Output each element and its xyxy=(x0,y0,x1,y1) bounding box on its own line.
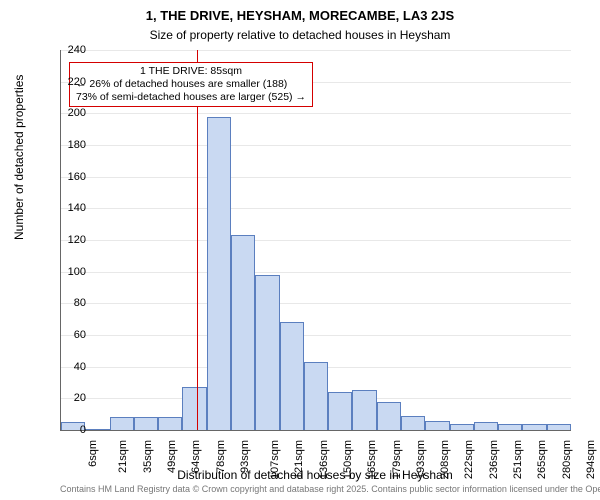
x-tick-label: 179sqm xyxy=(391,440,403,479)
y-tick-label: 220 xyxy=(46,76,86,88)
histogram-bar xyxy=(207,117,231,431)
x-tick-label: 93sqm xyxy=(239,440,251,473)
x-tick-label: 6sqm xyxy=(87,440,99,467)
chart-subtitle: Size of property relative to detached ho… xyxy=(0,28,600,42)
y-tick-label: 180 xyxy=(46,139,86,151)
x-tick-label: 121sqm xyxy=(294,440,306,479)
gridline xyxy=(61,50,571,51)
histogram-bar xyxy=(522,424,546,430)
gridline xyxy=(61,208,571,209)
histogram-bar xyxy=(547,424,571,430)
x-tick-label: 280sqm xyxy=(561,440,573,479)
y-tick-label: 160 xyxy=(46,171,86,183)
gridline xyxy=(61,272,571,273)
histogram-bar xyxy=(450,424,474,430)
histogram-bar xyxy=(474,422,498,430)
y-tick-label: 240 xyxy=(46,44,86,56)
histogram-bar xyxy=(255,275,279,430)
x-tick-label: 35sqm xyxy=(142,440,154,473)
histogram-bar xyxy=(110,417,134,430)
y-tick-label: 60 xyxy=(46,329,86,341)
y-tick-label: 40 xyxy=(46,361,86,373)
x-tick-label: 64sqm xyxy=(190,440,202,473)
histogram-bar xyxy=(328,392,352,430)
histogram-bar xyxy=(352,390,376,430)
y-tick-label: 140 xyxy=(46,202,86,214)
y-tick-label: 0 xyxy=(46,424,86,436)
gridline xyxy=(61,335,571,336)
annotation-line: ← 26% of detached houses are smaller (18… xyxy=(76,78,306,91)
y-tick-label: 200 xyxy=(46,107,86,119)
histogram-bar xyxy=(425,421,449,431)
y-tick-label: 80 xyxy=(46,297,86,309)
plot-area: 1 THE DRIVE: 85sqm← 26% of detached hous… xyxy=(60,50,571,431)
x-tick-label: 236sqm xyxy=(488,440,500,479)
y-tick-label: 20 xyxy=(46,392,86,404)
x-tick-label: 193sqm xyxy=(415,440,427,479)
annotation-line: 1 THE DRIVE: 85sqm xyxy=(76,65,306,78)
x-tick-label: 165sqm xyxy=(366,440,378,479)
gridline xyxy=(61,145,571,146)
gridline xyxy=(61,240,571,241)
histogram-bar xyxy=(377,402,401,431)
x-tick-label: 78sqm xyxy=(215,440,227,473)
histogram-bar xyxy=(182,387,206,430)
x-tick-label: 265sqm xyxy=(536,440,548,479)
histogram-bar xyxy=(134,417,158,430)
chart-title: 1, THE DRIVE, HEYSHAM, MORECAMBE, LA3 2J… xyxy=(0,8,600,23)
x-tick-label: 251sqm xyxy=(512,440,524,479)
x-tick-label: 222sqm xyxy=(464,440,476,479)
histogram-bar xyxy=(85,429,109,430)
histogram-bar xyxy=(231,235,255,430)
x-tick-label: 107sqm xyxy=(269,440,281,479)
x-tick-label: 150sqm xyxy=(342,440,354,479)
x-tick-label: 49sqm xyxy=(166,440,178,473)
y-tick-label: 120 xyxy=(46,234,86,246)
x-tick-label: 21sqm xyxy=(117,440,129,473)
histogram-bar xyxy=(498,424,522,430)
histogram-bar xyxy=(158,417,182,430)
x-tick-label: 294sqm xyxy=(585,440,597,479)
chart-container: 1, THE DRIVE, HEYSHAM, MORECAMBE, LA3 2J… xyxy=(0,0,600,500)
histogram-bar xyxy=(401,416,425,430)
footer-text: Contains HM Land Registry data © Crown c… xyxy=(60,484,600,494)
histogram-bar xyxy=(304,362,328,430)
x-tick-label: 136sqm xyxy=(318,440,330,479)
y-axis-label: Number of detached properties xyxy=(12,75,26,240)
annotation-box: 1 THE DRIVE: 85sqm← 26% of detached hous… xyxy=(69,62,313,107)
gridline xyxy=(61,303,571,304)
gridline xyxy=(61,177,571,178)
y-tick-label: 100 xyxy=(46,266,86,278)
histogram-bar xyxy=(280,322,304,430)
annotation-line: 73% of semi-detached houses are larger (… xyxy=(76,91,306,104)
gridline xyxy=(61,113,571,114)
x-tick-label: 208sqm xyxy=(439,440,451,479)
